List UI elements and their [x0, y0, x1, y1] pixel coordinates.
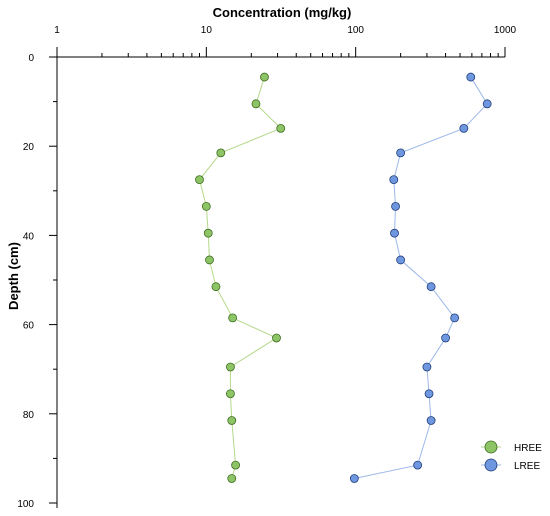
data-point-hree	[205, 255, 214, 265]
legend: HREE LREE	[481, 440, 542, 472]
data-point-lree	[466, 72, 476, 82]
y-tick-label: 0	[28, 53, 34, 64]
data-point-hree	[251, 99, 261, 109]
x-tick-label: 10	[201, 25, 213, 36]
legend-label-lree: LREE	[514, 461, 540, 472]
data-point-hree	[201, 202, 211, 211]
data-point-hree	[272, 333, 281, 343]
data-point-hree	[227, 474, 237, 483]
x-axis-title: Concentration (mg/kg)	[213, 5, 352, 20]
legend-marker-hree	[484, 440, 498, 454]
data-point-lree	[349, 474, 359, 483]
data-point-hree	[228, 313, 238, 323]
data-point-lree	[390, 228, 399, 238]
axes: 1 10 100 1000 0 20 40 60 80 100	[17, 25, 516, 510]
x-tick-label: 1000	[494, 25, 517, 36]
data-point-lree	[450, 313, 460, 323]
data-point-hree	[211, 282, 221, 292]
data-point-hree	[276, 123, 286, 133]
data-point-hree	[226, 389, 235, 399]
series-line-hree	[198, 76, 282, 479]
data-point-lree	[459, 123, 469, 133]
y-tick-label: 100	[17, 499, 34, 510]
data-point-hree	[226, 362, 235, 372]
data-point-hree	[195, 175, 204, 185]
legend-label-hree: HREE	[514, 443, 542, 454]
data-point-hree	[227, 416, 237, 425]
series-lines	[198, 76, 488, 479]
legend-marker-lree	[484, 458, 498, 472]
series-line-lree	[354, 76, 488, 479]
y-tick-label: 60	[23, 321, 35, 332]
x-tick-label: 1	[54, 25, 60, 36]
y-tick-label: 80	[23, 410, 35, 421]
x-tick-label: 100	[347, 25, 364, 36]
data-point-lree	[426, 416, 436, 425]
data-point-lree	[422, 362, 432, 372]
data-point-lree	[413, 460, 423, 470]
data-point-hree	[216, 148, 226, 158]
data-point-lree	[426, 282, 436, 292]
data-point-lree	[396, 255, 406, 265]
data-point-hree	[203, 228, 213, 238]
data-point-hree	[260, 72, 269, 82]
data-point-lree	[441, 333, 450, 343]
data-points	[195, 72, 492, 483]
data-point-lree	[482, 99, 492, 109]
data-point-lree	[389, 175, 399, 185]
data-point-lree	[396, 148, 406, 158]
y-tick-label: 40	[23, 231, 35, 242]
data-point-lree	[391, 202, 400, 211]
y-axis-title: Depth (cm)	[6, 242, 21, 310]
data-point-hree	[231, 460, 240, 470]
y-tick-label: 20	[23, 142, 35, 153]
data-point-lree	[424, 389, 434, 399]
